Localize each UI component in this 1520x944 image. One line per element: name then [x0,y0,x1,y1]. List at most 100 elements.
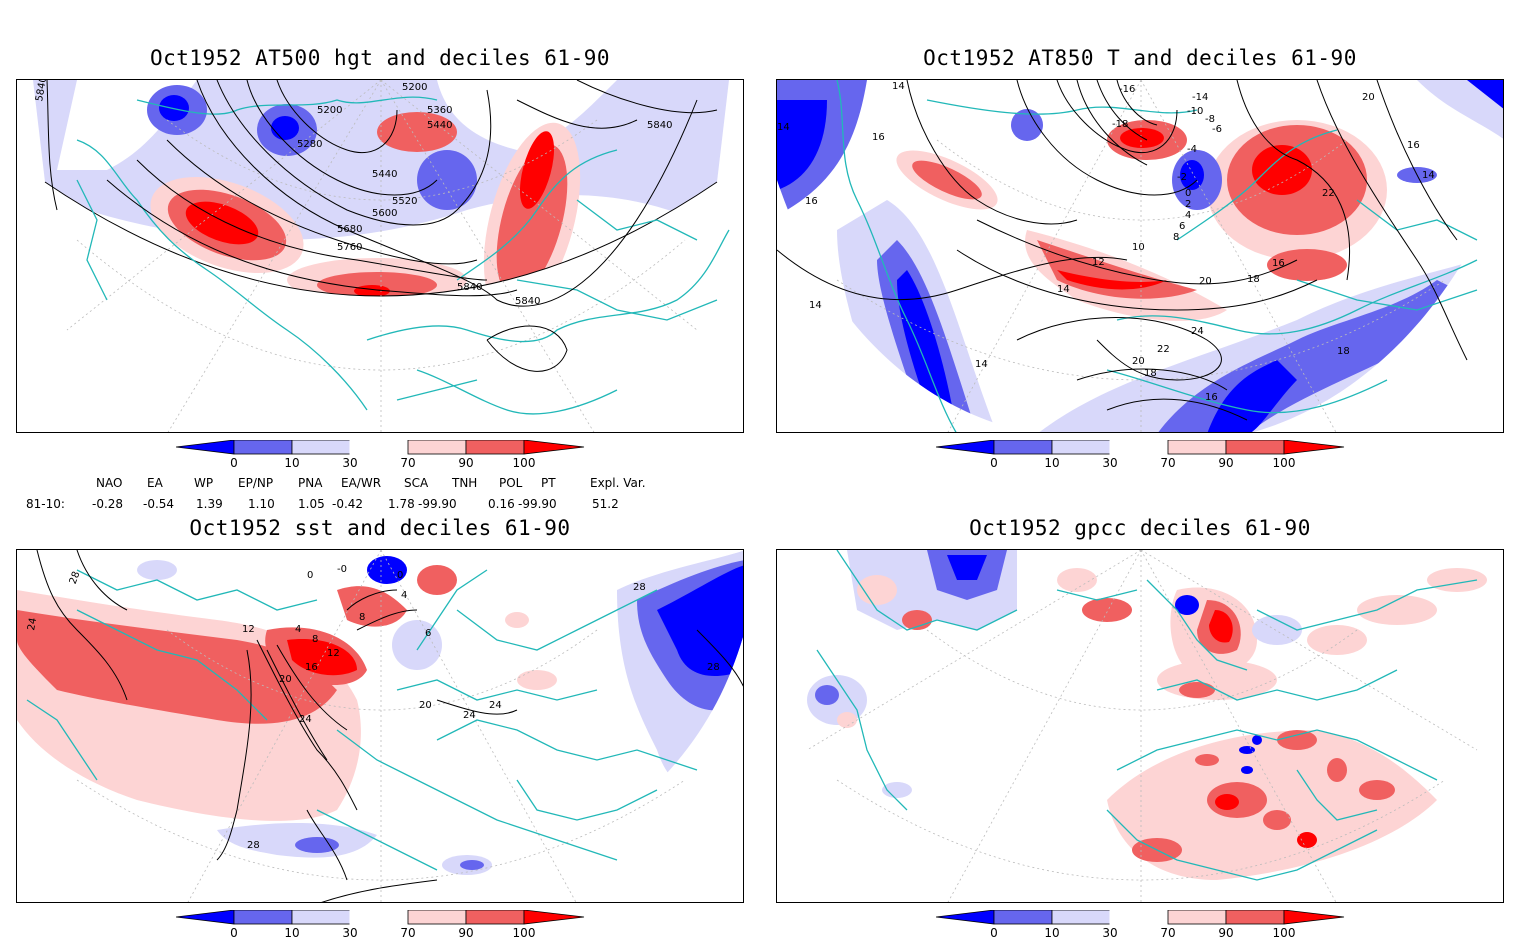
contour-label: 5200 [317,105,342,116]
colorbar-at500: 0 10 30 70 90 100 [176,440,586,474]
colorbar-tick: 70 [1160,456,1176,470]
contour-label: 20 [1199,276,1212,287]
contour-label: 5280 [297,139,322,150]
contour-label: 8 [359,612,365,623]
index-header: EA/WR [341,476,382,490]
contour-label: 18 [1247,274,1260,285]
panel-title-at850: Oct1952 AT850 T and deciles 61-90 [923,46,1357,70]
index-header: NAO [96,476,123,490]
colorbar-tick: 70 [400,456,416,470]
index-value: -99.90 [518,497,557,511]
contour-label: 22 [1322,188,1335,199]
contour-label: 20 [1132,356,1145,367]
contour-label: 5520 [392,196,417,207]
panel-title-sst: Oct1952 sst and deciles 61-90 [189,516,571,540]
index-header: EA [147,476,163,490]
contour-label: 5840 [457,282,482,293]
contour-label: 5360 [427,105,452,116]
contour-label: 5680 [337,224,362,235]
contour-label: 16 [305,662,318,673]
index-header: SCA [404,476,429,490]
contour-label: 16 [1205,392,1218,403]
contour-label: 24 [489,700,502,711]
contour-label: 22 [1157,344,1170,355]
index-header: TNH [452,476,478,490]
colorbar-tick: 90 [1218,926,1234,940]
contour-label: 5760 [337,242,362,253]
contour-label: 5840 [647,120,672,131]
contour-label: -14 [1192,92,1208,103]
colorbar-tick: 30 [342,926,358,940]
index-value: -0.28 [92,497,124,511]
colorbar-tick: 30 [1102,456,1118,470]
map-panel-at500: 5840 5200 5200 5360 5440 5280 5440 5520 … [16,79,744,433]
index-header: PT [541,476,556,490]
colorbar-tick: 100 [512,926,536,940]
contour-label: -10 [1187,106,1203,117]
index-value: -0.42 [332,497,364,511]
index-value: 1.39 [196,497,223,511]
contour-label: 12 [242,624,255,635]
index-header: WP [194,476,214,490]
contour-label: 0 [1185,188,1191,199]
colorbar-at850: 0 10 30 70 90 100 [936,440,1346,474]
contour-label: 20 [279,674,292,685]
contour-label: 0 [307,570,313,581]
contour-label: 28 [707,662,720,673]
contour-label: 6 [1179,221,1185,232]
colorbar-tick: 90 [458,456,474,470]
colorbar-tick: 10 [1044,456,1060,470]
contour-label: 18 [1337,346,1350,357]
contour-label: 16 [805,196,818,207]
contour-label: 5440 [427,120,452,131]
contour-label: 5200 [402,82,427,93]
index-header: PNA [298,476,323,490]
contour-label: 20 [1362,92,1375,103]
contour-label: 24 [463,710,476,721]
contour-label: 5840 [515,296,540,307]
colorbar-tick: 30 [1102,926,1118,940]
colorbar-tick: 90 [1218,456,1234,470]
contour-label: 8 [312,634,318,645]
contour-label: 5840 [34,80,49,102]
contour-label: 6 [425,628,431,639]
colorbar-tick: 10 [284,456,300,470]
contour-label: -4 [1187,144,1197,155]
colorbar-sst: 0 10 30 70 90 100 [176,910,586,944]
contour-label: 14 [777,122,790,133]
contour-label: 12 [1092,257,1105,268]
contour-label: -16 [1119,84,1135,95]
index-value: 1.78 [388,497,415,511]
contour-label: 5440 [372,169,397,180]
contour-label: 28 [247,840,260,851]
index-value: 1.10 [248,497,275,511]
index-header: Expl. Var. [590,476,646,490]
colorbar-tick: 0 [990,456,998,470]
index-value: -0.54 [143,497,175,511]
index-row-label: 81-10: [26,497,65,511]
contour-label: -2 [1177,172,1187,183]
index-value: 0.16 [488,497,515,511]
colorbar-tick: 10 [1044,926,1060,940]
colorbar-gpcc: 0 10 30 70 90 100 [936,910,1346,944]
contour-label: 14 [892,81,905,92]
colorbar-tick: 100 [1272,456,1296,470]
colorbar-tick: 70 [1160,926,1176,940]
contour-label: 4 [401,590,407,601]
contour-label: 20 [419,700,432,711]
index-value: 51.2 [592,497,619,511]
contour-label: 14 [809,300,822,311]
contour-label: 5600 [372,208,397,219]
colorbar-tick: 100 [512,456,536,470]
index-value: -99.90 [418,497,457,511]
contour-label: 24 [26,617,39,631]
contour-label: 22 [1367,80,1380,83]
contour-label: 24 [1191,326,1204,337]
index-value: 1.05 [298,497,325,511]
panel-title-gpcc: Oct1952 gpcc deciles 61-90 [969,516,1311,540]
map-panel-sst: 28 24 0 -0 0 4 8 4 8 12 12 16 20 24 28 2… [16,549,744,903]
contour-label: 28 [68,570,83,586]
colorbar-tick: 0 [230,456,238,470]
contour-label: 10 [1132,242,1145,253]
colorbar-tick: 90 [458,926,474,940]
